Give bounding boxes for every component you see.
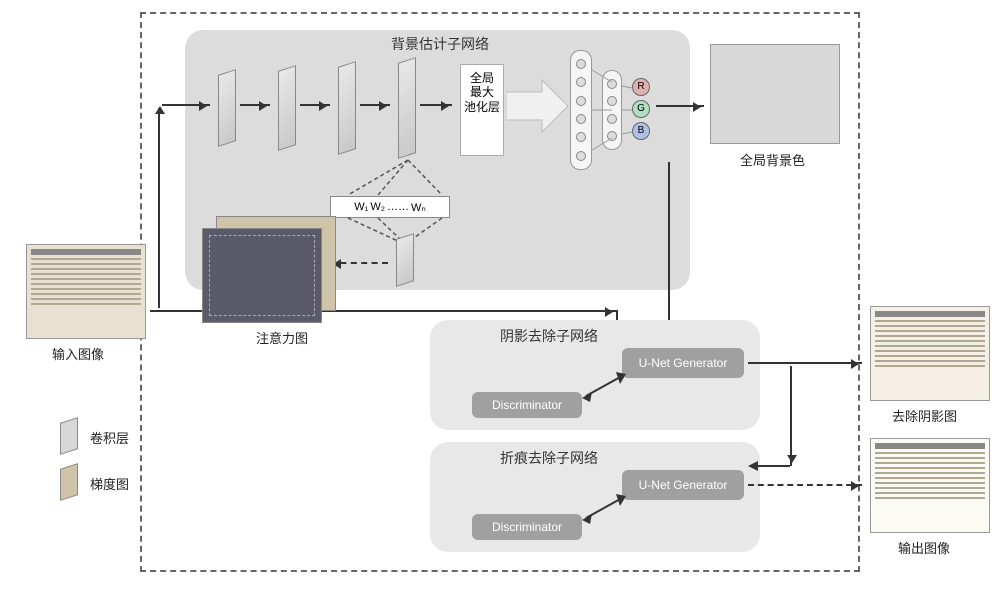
input-image bbox=[26, 244, 146, 339]
pool-line: 最大 bbox=[463, 85, 501, 99]
w-item: Wₙ bbox=[411, 201, 426, 214]
w-item: W₁ bbox=[354, 201, 368, 213]
flow-arrow-down bbox=[668, 162, 670, 344]
gan-biarrow-icon bbox=[582, 494, 630, 524]
legend-grad-label: 梯度图 bbox=[90, 474, 129, 493]
shadow-generator: U-Net Generator bbox=[622, 348, 744, 378]
attention-map-label: 注意力图 bbox=[256, 328, 308, 347]
attention-feature-block bbox=[396, 233, 414, 287]
flow-arrow bbox=[360, 104, 390, 106]
legend-grad-icon bbox=[60, 463, 78, 501]
gan-biarrow-icon bbox=[582, 372, 630, 402]
conv-layer bbox=[338, 61, 356, 155]
flow-arrow bbox=[420, 104, 452, 106]
flow-arrow bbox=[240, 104, 270, 106]
flow-arrow bbox=[656, 105, 704, 107]
conv-layer bbox=[218, 69, 236, 147]
w-item: …… bbox=[387, 201, 409, 213]
shadow-removal-title: 阴影去除子网络 bbox=[500, 326, 598, 346]
bg-estimator-title: 背景估计子网络 bbox=[360, 34, 520, 54]
legend-conv-icon bbox=[60, 417, 78, 455]
legend-conv-label: 卷积层 bbox=[90, 428, 129, 447]
rgb-output: R G B bbox=[632, 78, 650, 140]
flow-arrow-dashed bbox=[330, 262, 388, 264]
output-shadow-label: 去除阴影图 bbox=[892, 406, 957, 425]
r-node: R bbox=[632, 78, 650, 96]
fc-layer-1 bbox=[570, 50, 592, 170]
flow-arrow-down bbox=[790, 366, 792, 466]
global-bg-swatch bbox=[710, 44, 840, 144]
flow-arrow-dashed bbox=[748, 484, 862, 486]
crease-discriminator: Discriminator bbox=[472, 514, 582, 540]
output-shadow-removed bbox=[870, 306, 990, 401]
global-max-pool-box: 全局 最大 池化层 bbox=[460, 64, 504, 156]
pool-line: 全局 bbox=[463, 71, 501, 85]
flow-arrow bbox=[748, 362, 862, 364]
disc-label: Discriminator bbox=[492, 520, 562, 534]
g-node: G bbox=[632, 100, 650, 118]
flow-arrow-up bbox=[158, 108, 160, 308]
gen-label: U-Net Generator bbox=[639, 478, 728, 492]
shadow-discriminator: Discriminator bbox=[472, 392, 582, 418]
weights-box: W₁ W₂ …… Wₙ bbox=[330, 196, 450, 218]
conv-layer bbox=[278, 65, 296, 151]
flow-arrow bbox=[162, 104, 210, 106]
fc-layer-2 bbox=[602, 70, 622, 150]
w-item: W₂ bbox=[370, 201, 385, 213]
flow-arrow-left-icon bbox=[748, 460, 792, 472]
crease-removal-title: 折痕去除子网络 bbox=[500, 448, 598, 468]
pool-line: 池化层 bbox=[463, 100, 501, 114]
disc-label: Discriminator bbox=[492, 398, 562, 412]
flow-arrow bbox=[300, 104, 330, 106]
big-arrow-icon bbox=[506, 78, 570, 134]
input-image-label: 输入图像 bbox=[52, 344, 104, 363]
conv-layer bbox=[398, 57, 416, 159]
global-bg-label: 全局背景色 bbox=[740, 150, 805, 169]
output-final-image bbox=[870, 438, 990, 533]
b-node: B bbox=[632, 122, 650, 140]
output-final-label: 输出图像 bbox=[898, 538, 950, 557]
gen-label: U-Net Generator bbox=[639, 356, 728, 370]
crease-generator: U-Net Generator bbox=[622, 470, 744, 500]
